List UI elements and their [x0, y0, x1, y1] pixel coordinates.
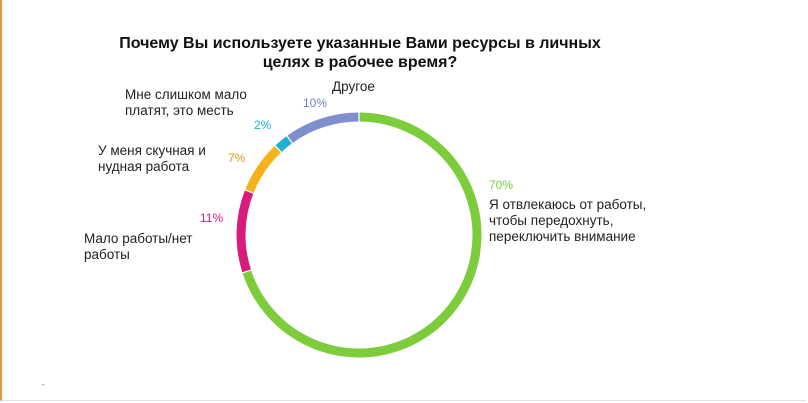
donut-slice-4	[287, 112, 359, 143]
footnote-mark: -	[42, 380, 45, 389]
value-distraction: 70%	[489, 178, 514, 192]
donut-slice-2	[245, 146, 281, 193]
label-distraction: Я отвлекаюсь от работы, чтобы передохнут…	[489, 197, 647, 244]
donut-slice-3	[275, 136, 292, 152]
label-low-pay: Мне слишком мало платят, это месть	[125, 87, 247, 118]
value-little-work: 11%	[200, 211, 224, 225]
label-boring-work: У меня скучная и нудная работа	[98, 143, 206, 174]
value-boring-work: 7%	[228, 151, 246, 165]
chart-title: Почему Вы используете указанные Вами рес…	[119, 35, 601, 71]
donut-slice-0	[242, 112, 482, 358]
label-other: Другое	[332, 79, 375, 94]
value-low-pay: 2%	[254, 118, 272, 132]
label-little-work: Мало работы/нет работы	[84, 231, 193, 262]
donut-slice-1	[236, 190, 254, 273]
value-other: 10%	[303, 96, 328, 110]
